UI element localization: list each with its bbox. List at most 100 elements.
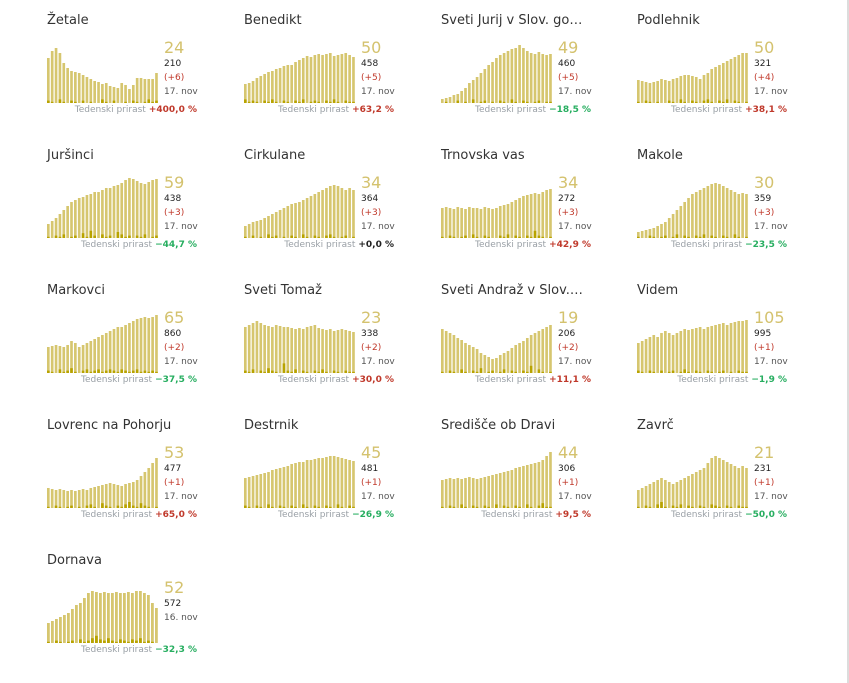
active-cases-bar xyxy=(139,78,143,103)
new-cases-bar xyxy=(147,371,151,373)
new-cases-bar xyxy=(671,505,675,508)
active-cases-bar xyxy=(135,181,139,238)
active-cases-bar xyxy=(282,467,286,508)
active-cases-bar xyxy=(725,462,729,508)
active-cases-bar xyxy=(537,52,541,103)
weekly-growth-label: Tedenski prirast xyxy=(677,375,749,385)
active-cases-bar xyxy=(522,341,525,373)
new-cases-bar xyxy=(244,370,247,373)
active-cases-bar xyxy=(687,75,690,103)
new-cases-bar xyxy=(67,641,70,643)
active-cases-bar xyxy=(271,327,274,373)
new-cases-bar xyxy=(101,99,104,103)
daily-change-value: (+2) xyxy=(558,343,579,353)
new-cases-bar xyxy=(487,371,490,373)
active-cases-bar xyxy=(498,55,502,103)
active-cases-bar xyxy=(62,63,66,103)
active-cases-bar xyxy=(541,460,545,508)
active-cases-bar xyxy=(93,487,96,508)
weekly-growth-value: +9,5 % xyxy=(555,510,591,520)
active-cases-bar xyxy=(251,222,255,238)
sparkline-bar-chart xyxy=(441,452,552,508)
active-cases-bar xyxy=(263,473,266,508)
new-cases-bar xyxy=(305,371,309,373)
new-cases-bar xyxy=(332,370,336,373)
active-cases-bar xyxy=(714,325,717,373)
new-cases-bar xyxy=(143,641,146,643)
active-cases-bar xyxy=(502,205,506,238)
active-cases-bar xyxy=(656,81,659,103)
active-cases-bar xyxy=(687,330,690,373)
active-cases-bar xyxy=(244,226,247,238)
new-cases-bar xyxy=(518,506,521,508)
new-cases-bar xyxy=(247,506,251,508)
weekly-growth-value: −26,9 % xyxy=(352,510,394,520)
new-cases-bar xyxy=(471,234,475,238)
active-cases-bar xyxy=(70,490,73,508)
active-cases-bar xyxy=(143,593,146,643)
active-cases-bar xyxy=(487,65,490,103)
new-cases-bar xyxy=(131,639,134,643)
last-update-date: 17. nov xyxy=(164,222,198,232)
new-cases-bar xyxy=(340,236,344,238)
active-cases-bar xyxy=(706,186,710,238)
new-cases-bar xyxy=(313,505,317,508)
active-cases-bar xyxy=(50,51,54,103)
new-cases-bar xyxy=(479,101,483,103)
active-cases-bar xyxy=(456,338,460,373)
new-cases-bar xyxy=(498,100,502,103)
weekly-growth-value: +65,0 % xyxy=(155,510,197,520)
total-cases-value: 572 xyxy=(164,599,182,609)
active-cases-bar xyxy=(533,193,537,238)
municipality-name: Markovci xyxy=(47,283,105,298)
new-cases-bar xyxy=(70,505,73,508)
active-cases-bar xyxy=(491,475,494,508)
active-cases-bar xyxy=(679,206,683,238)
active-cases-bar xyxy=(471,347,475,373)
new-cases-bar xyxy=(537,100,541,103)
active-cases-bar xyxy=(644,82,648,103)
active-cases-bar xyxy=(741,321,744,373)
active-cases-bar xyxy=(464,478,467,508)
active-cases-bar xyxy=(336,457,340,508)
new-cases-bar xyxy=(278,505,282,508)
new-cases-bar xyxy=(525,371,529,373)
active-cases-bar xyxy=(274,212,278,238)
active-cases-bar xyxy=(460,479,463,508)
new-cases-bar xyxy=(131,100,135,103)
new-cases-bar xyxy=(83,641,86,643)
new-cases-bar xyxy=(721,235,725,238)
active-cases-bar xyxy=(298,328,301,373)
new-cases-bar xyxy=(139,503,143,508)
new-cases-bar xyxy=(271,506,274,508)
new-cases-bar xyxy=(691,100,694,103)
active-cases-bar xyxy=(95,592,98,643)
active-cases-bar xyxy=(652,482,656,508)
new-cases-bar xyxy=(352,236,355,238)
active-cases-bar xyxy=(97,337,100,373)
active-cases-bar xyxy=(155,179,158,238)
new-cases-bar xyxy=(128,235,131,238)
active-cases-bar xyxy=(328,186,332,238)
new-cases-bar xyxy=(325,505,328,508)
active-cases-bar xyxy=(124,484,127,508)
active-cases-bar xyxy=(441,208,444,238)
new-cases-bar xyxy=(271,370,274,373)
active-cases-bar xyxy=(652,82,656,103)
new-cases-bar xyxy=(147,99,151,103)
new-cases-bar xyxy=(111,640,114,643)
new-cases-bar xyxy=(290,505,293,508)
active-cases-bar xyxy=(637,80,640,103)
new-cases-bar xyxy=(525,101,529,103)
weekly-growth-label: Tedenski prirast xyxy=(278,510,350,520)
active-cases-bar xyxy=(710,184,714,238)
new-cases-bar xyxy=(441,236,444,238)
active-cases-bar xyxy=(529,194,533,238)
active-cases-bar xyxy=(745,468,748,508)
new-cases-bar xyxy=(452,506,456,508)
active-cases-bar xyxy=(282,66,286,103)
new-cases-bar xyxy=(55,640,58,643)
new-cases-bar xyxy=(124,504,127,508)
active-cases-bar xyxy=(62,347,66,373)
weekly-growth: Tedenski prirast −23,5 % xyxy=(671,240,787,250)
